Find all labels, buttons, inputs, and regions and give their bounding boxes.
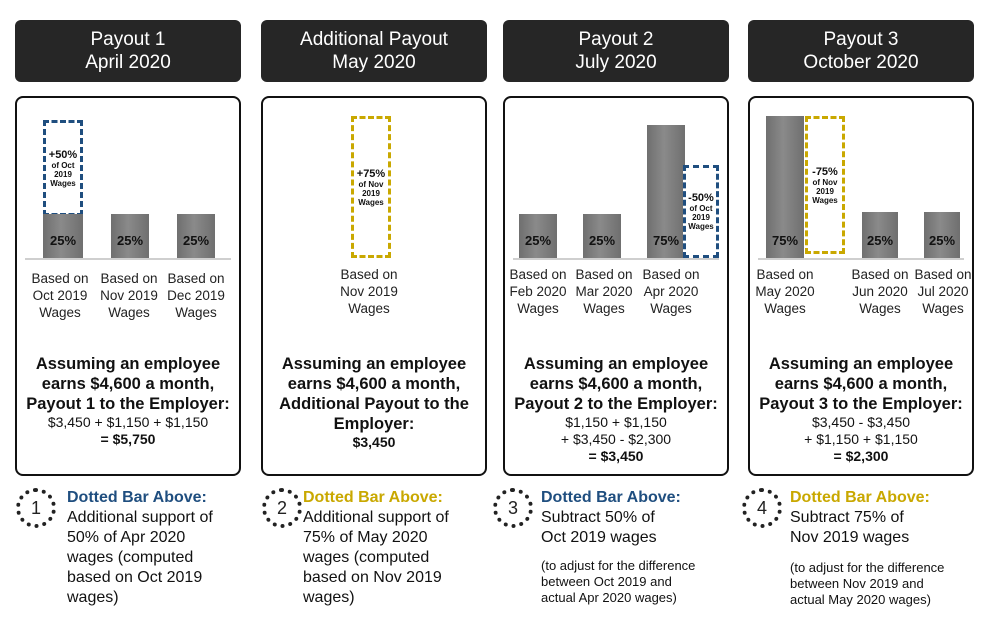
bar-value: 25% [524,233,552,248]
note-number-1: 1 [16,488,56,528]
chart-baseline [513,258,719,260]
bar-value: 25% [928,233,956,248]
note-body: Subtract 75% of Nov 2019 wages [790,509,910,546]
note-title: Dotted Bar Above: [67,489,207,506]
bar-value: 25% [588,233,616,248]
bar-value: 25% [866,233,894,248]
header-title: Payout 2 [578,29,654,50]
header-title: Payout 1 [90,29,166,50]
dotted-bar-text: of Oct [689,204,713,213]
additional-payout-column: Additional Payout May 2020 +75% of Nov 2… [261,0,487,631]
bar-value: 25% [116,233,144,248]
payout-3-panel: 75% -75% of Nov 2019 Wages 25% 25% Based… [748,96,974,476]
payout-total: = $3,450 [588,448,644,464]
dotted-bar-text: Wages [812,195,838,205]
chart-baseline [25,258,231,260]
dotted-bar-pct: -75% [812,165,838,178]
bar-value: 25% [49,233,77,248]
bar-dec-2019: 25% [177,214,215,258]
payout-calc: $1,150 + $1,150 [565,414,667,430]
note-title: Dotted Bar Above: [790,489,930,506]
dotted-bar-text: 2019 [816,186,834,196]
note-title: Dotted Bar Above: [541,489,681,506]
note-body: Subtract 50% of Oct 2019 wages [541,509,657,546]
header-title: Payout 3 [823,29,899,50]
note-body: Additional support of 75% of May 2020 wage… [303,509,449,606]
payout-2-panel: 25% 25% 75% -50% of Oct 2019 Wages Based… [503,96,729,476]
dotted-bar-minus-50: -50% of Oct 2019 Wages [683,165,719,258]
payout-calc: + $1,150 + $1,150 [804,431,918,447]
header-title: Additional Payout [300,29,448,50]
payout-total: = $2,300 [833,448,889,464]
payout-3-column: Payout 3 October 2020 75% -75% of Nov 20… [742,0,974,631]
payout-1-panel: +50% of Oct 2019 Wages 25% 25% 25% Based… [15,96,241,476]
bar-value: 75% [652,233,680,248]
dotted-bar-text: of Oct [51,160,75,170]
additional-payout-panel: +75% of Nov 2019 Wages Based on Nov 2019 W… [261,96,487,476]
x-label-mar-2020: Based on Mar 2020 Wages [575,267,633,316]
payout-3-header: Payout 3 October 2020 [748,20,974,82]
note-number-3: 3 [493,488,533,528]
dotted-bar-text: Wages [688,222,714,231]
dotted-bar-minus-75: -75% of Nov 2019 Wages [805,116,845,254]
note-number-2: 2 [262,488,302,528]
bar-mar-2020: 25% [583,214,621,258]
payout-total: = $5,750 [100,431,156,447]
dotted-bar-text: 2019 [362,188,380,198]
dotted-bar-text: 2019 [54,169,72,179]
payout-2-column: Payout 2 July 2020 25% 25% 75% -50% of O… [493,0,729,631]
header-date: May 2020 [332,52,416,73]
x-label-jun-2020: Based on Jun 2020 Wages [851,267,909,316]
bar-jun-2020: 25% [862,212,898,258]
x-label-nov-2019: Based on Nov 2019 Wages [340,267,398,316]
bar-oct-2019: 25% [43,214,83,258]
x-label-apr-2020: Based on Apr 2020 Wages [642,267,700,316]
dotted-bar-pct: -50% [688,192,714,204]
bar-value: 25% [182,233,210,248]
note-small: (to adjust for the difference between Oct… [541,558,696,605]
payout-1-column: Payout 1 April 2020 +50% of Oct 2019 Wag… [15,0,241,631]
dotted-bar-text: 2019 [692,213,710,222]
x-label-feb-2020: Based on Feb 2020 Wages [509,267,567,316]
payout-calc: $3,450 + $1,150 + $1,150 [47,414,209,430]
payout-1-header: Payout 1 April 2020 [15,20,241,82]
payout-summary: Assuming an employee earns $4,600 a mont… [17,354,239,448]
x-label-dec-2019: Based on Dec 2019 Wages [167,271,225,320]
payout-total: $3,450 [352,434,396,450]
x-label-may-2020: Based on May 2020 Wages [755,267,815,316]
chart-baseline [758,258,964,260]
note-body: Additional support of 50% of Apr 2020 wage… [67,509,213,606]
bar-may-2020: 75% [766,116,804,258]
payout-summary: Assuming an employee earns $4,600 a mont… [263,354,485,451]
dotted-bar-pct: +75% [356,167,386,180]
note-small: (to adjust for the difference between Nov… [790,560,945,607]
bar-value: 75% [771,233,799,248]
note-number-4: 4 [742,488,782,528]
dotted-bar-plus-75: +75% of Nov 2019 Wages [351,116,391,258]
dotted-bar-text: Wages [358,197,384,207]
additional-payout-header: Additional Payout May 2020 [261,20,487,82]
dotted-bar-text: of Nov [812,177,838,187]
payout-calc: $3,450 - $3,450 [811,414,911,430]
header-date: July 2020 [575,52,657,73]
dotted-bar-pct: +50% [48,148,78,161]
bar-jul-2020: 25% [924,212,960,258]
note-title: Dotted Bar Above: [303,489,443,506]
payout-calc: + $3,450 - $2,300 [560,431,672,447]
x-label-oct-2019: Based on Oct 2019 Wages [31,271,89,320]
bar-nov-2019: 25% [111,214,149,258]
header-date: April 2020 [85,52,171,73]
payout-2-header: Payout 2 July 2020 [503,20,729,82]
x-label-jul-2020: Based on Jul 2020 Wages [914,267,972,316]
payout-summary: Assuming an employee earns $4,600 a mont… [750,354,972,465]
bar-feb-2020: 25% [519,214,557,258]
x-label-nov-2019: Based on Nov 2019 Wages [100,271,158,320]
header-date: October 2020 [803,52,919,73]
dotted-bar-text: of Nov [358,179,384,189]
dotted-bar-text: Wages [50,178,76,188]
bar-apr-2020: 75% [647,125,685,258]
payout-summary: Assuming an employee earns $4,600 a mont… [505,354,727,465]
dotted-bar-plus-50: +50% of Oct 2019 Wages [43,120,83,216]
